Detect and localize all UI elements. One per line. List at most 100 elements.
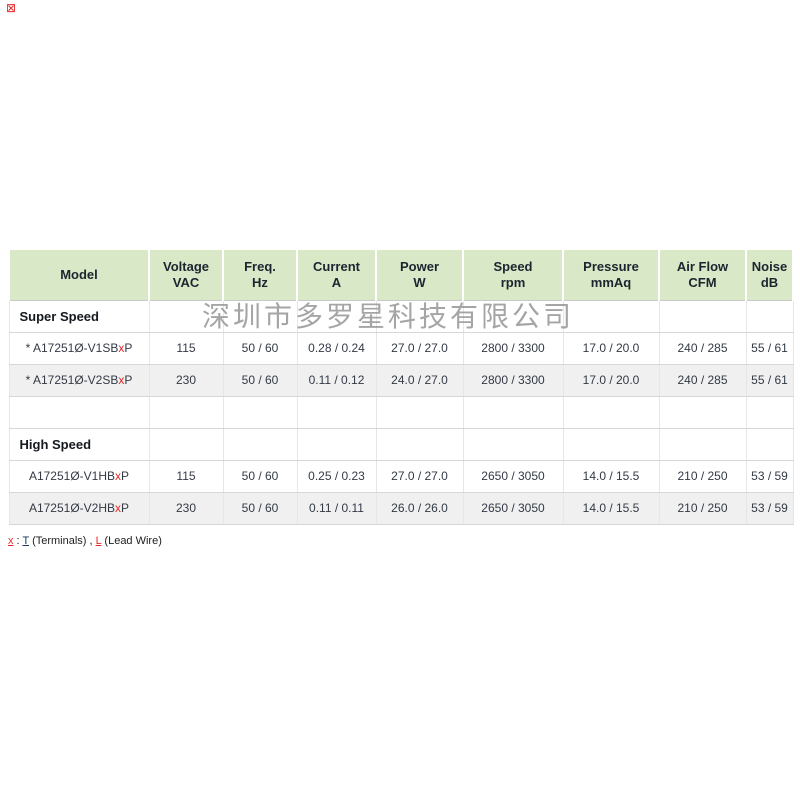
model-suffix: P: [124, 341, 133, 355]
table-body: Super Speed * A17251Ø-V1SBxP 115 50 / 60…: [8, 299, 794, 525]
header-sublabel: Hz: [252, 274, 268, 290]
header-voltage: Voltage VAC: [148, 250, 224, 301]
empty-cell: [562, 427, 660, 461]
footnote-leadwire-label: (Lead Wire): [101, 535, 162, 547]
current-cell: 0.28 / 0.24: [296, 331, 377, 365]
fan-spec-table: Model Voltage VAC Freq. Hz Current A Pow…: [8, 250, 794, 525]
noise-cell: 53 / 59: [745, 459, 794, 493]
footnote-colon: :: [13, 535, 23, 547]
header-sublabel: dB: [760, 274, 779, 290]
empty-cell: [296, 299, 377, 333]
empty-cell: [148, 395, 224, 429]
footnote-x: x: [8, 535, 14, 547]
empty-cell: [562, 395, 660, 429]
empty-cell: [745, 299, 794, 333]
airflow-cell: 240 / 285: [658, 331, 747, 365]
pressure-cell: 17.0 / 20.0: [562, 363, 660, 397]
power-cell: 27.0 / 27.0: [375, 331, 464, 365]
model-x-marker: x: [118, 373, 125, 387]
power-cell: 26.0 / 26.0: [375, 491, 464, 525]
empty-cell: [148, 427, 224, 461]
power-cell: 27.0 / 27.0: [375, 459, 464, 493]
empty-cell: [462, 299, 564, 333]
speed-cell: 2650 / 3050: [462, 491, 564, 525]
empty-cell: [375, 427, 464, 461]
empty-cell: [462, 427, 564, 461]
header-sublabel: CFM: [688, 274, 717, 290]
freq-cell: 50 / 60: [222, 491, 298, 525]
power-cell: 24.0 / 27.0: [375, 363, 464, 397]
empty-cell: [462, 395, 564, 429]
airflow-cell: 240 / 285: [658, 363, 747, 397]
header-label: Voltage: [163, 258, 209, 274]
header-label: Noise: [751, 258, 788, 274]
header-current: Current A: [296, 250, 377, 301]
header-noise: Noise dB: [745, 250, 794, 301]
empty-cell: [222, 395, 298, 429]
section-title: Super Speed: [8, 299, 150, 333]
empty-cell: [562, 299, 660, 333]
model-text: * A17251Ø-V2SB: [25, 373, 119, 387]
model-text: * A17251Ø-V1SB: [25, 341, 119, 355]
model-text: A17251Ø-V1HB: [28, 469, 116, 483]
model-x-marker: x: [118, 341, 125, 355]
empty-cell: [745, 395, 794, 429]
voltage-cell: 230: [148, 363, 224, 397]
model-x-marker: x: [115, 501, 122, 515]
header-model: Model: [8, 250, 150, 301]
noise-cell: 53 / 59: [745, 491, 794, 525]
empty-cell: [222, 299, 298, 333]
model-cell: A17251Ø-V2HBxP: [8, 491, 150, 525]
voltage-cell: 230: [148, 491, 224, 525]
table-row: * A17251Ø-V2SBxP 230 50 / 60 0.11 / 0.12…: [8, 363, 794, 397]
header-sublabel: mmAq: [590, 274, 632, 290]
table-row: * A17251Ø-V1SBxP 115 50 / 60 0.28 / 0.24…: [8, 331, 794, 365]
footnote-terminals-code: T: [22, 535, 30, 547]
freq-cell: 50 / 60: [222, 459, 298, 493]
voltage-cell: 115: [148, 459, 224, 493]
section-row-super-speed: Super Speed: [8, 299, 794, 333]
header-freq: Freq. Hz: [222, 250, 298, 301]
model-suffix: P: [121, 501, 130, 515]
table-row: A17251Ø-V2HBxP 230 50 / 60 0.11 / 0.11 2…: [8, 491, 794, 525]
footnote-terminals-label: (Terminals) ,: [29, 535, 96, 547]
current-cell: 0.11 / 0.12: [296, 363, 377, 397]
model-cell: * A17251Ø-V1SBxP: [8, 331, 150, 365]
pressure-cell: 14.0 / 15.5: [562, 491, 660, 525]
empty-cell: [8, 395, 150, 429]
freq-cell: 50 / 60: [222, 331, 298, 365]
header-power: Power W: [375, 250, 464, 301]
current-cell: 0.25 / 0.23: [296, 459, 377, 493]
header-pressure: Pressure mmAq: [562, 250, 660, 301]
table-header: Model Voltage VAC Freq. Hz Current A Pow…: [8, 250, 794, 301]
empty-cell: [658, 299, 747, 333]
header-row: Model Voltage VAC Freq. Hz Current A Pow…: [8, 250, 794, 301]
airflow-cell: 210 / 250: [658, 459, 747, 493]
speed-cell: 2650 / 3050: [462, 459, 564, 493]
header-sublabel: rpm: [500, 274, 526, 290]
header-sublabel: W: [413, 274, 426, 290]
model-cell: A17251Ø-V1HBxP: [8, 459, 150, 493]
model-x-marker: x: [115, 469, 122, 483]
speed-cell: 2800 / 3300: [462, 331, 564, 365]
model-cell: * A17251Ø-V2SBxP: [8, 363, 150, 397]
spacer-row: [8, 395, 794, 429]
section-title: High Speed: [8, 427, 150, 461]
header-label: Power: [399, 258, 439, 274]
empty-cell: [375, 299, 464, 333]
pressure-cell: 17.0 / 20.0: [562, 331, 660, 365]
empty-cell: [745, 427, 794, 461]
header-label: Air Flow: [676, 258, 729, 274]
current-cell: 0.11 / 0.11: [296, 491, 377, 525]
table-row: A17251Ø-V1HBxP 115 50 / 60 0.25 / 0.23 2…: [8, 459, 794, 493]
header-airflow: Air Flow CFM: [658, 250, 747, 301]
model-suffix: P: [124, 373, 133, 387]
header-label: Freq.: [244, 258, 276, 274]
empty-cell: [658, 427, 747, 461]
empty-cell: [658, 395, 747, 429]
empty-cell: [222, 427, 298, 461]
header-label: Model: [60, 266, 98, 282]
empty-cell: [296, 427, 377, 461]
header-label: Speed: [493, 258, 533, 274]
